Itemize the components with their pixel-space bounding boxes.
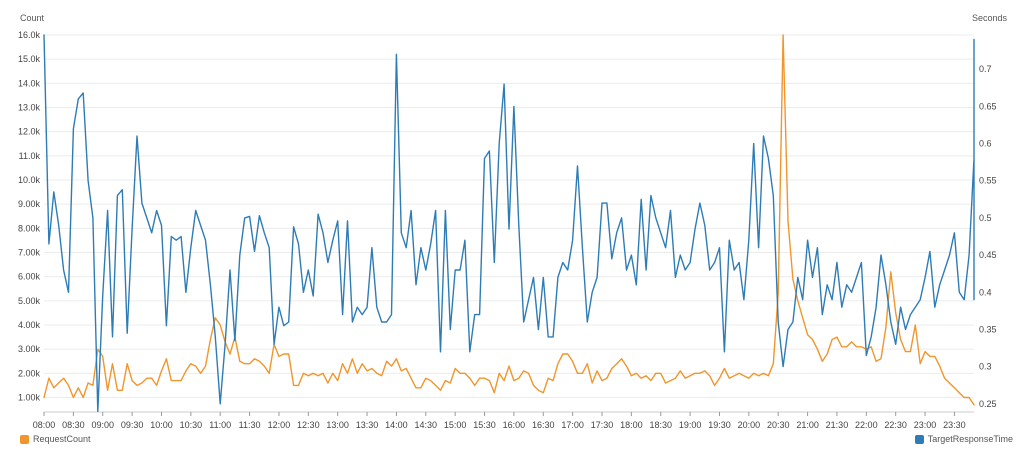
x-tick-label: 17:00 [561, 420, 584, 430]
right-axis-title: Seconds [971, 13, 1007, 23]
left-tick-label: 12.0k [18, 127, 41, 137]
left-tick-label: 16.0k [18, 30, 41, 40]
x-tick-label: 09:30 [121, 420, 144, 430]
left-tick-label: 13.0k [18, 103, 41, 113]
legend-request-count[interactable]: RequestCount [20, 434, 91, 444]
left-tick-label: 2.00k [18, 368, 41, 378]
right-tick-label: 0.3 [979, 362, 992, 372]
left-tick-label: 11.0k [19, 151, 41, 161]
x-tick-label: 20:00 [738, 420, 761, 430]
x-tick-label: 22:00 [855, 420, 878, 430]
series-lines [43, 34, 975, 412]
target-response-time-label: TargetResponseTime [927, 434, 1013, 444]
x-tick-label: 17:30 [591, 420, 614, 430]
x-tick-label: 10:30 [180, 420, 203, 430]
left-tick-label: 3.00k [18, 344, 41, 354]
right-tick-label: 0.4 [979, 287, 992, 297]
x-tick-label: 15:30 [473, 420, 496, 430]
left-tick-label: 8.00k [18, 223, 41, 233]
x-tick-label: 23:00 [914, 420, 937, 430]
right-tick-label: 0.7 [979, 64, 992, 74]
x-tick-label: 16:30 [532, 420, 555, 430]
left-tick-label: 14.0k [18, 78, 41, 88]
x-tick-label: 13:30 [356, 420, 379, 430]
x-tick-label: 14:00 [385, 420, 408, 430]
right-tick-label: 0.55 [979, 176, 997, 186]
request-count-line [43, 34, 975, 406]
x-tick-label: 10:00 [150, 420, 173, 430]
left-axis-title: Count [20, 13, 45, 23]
x-tick-label: 08:30 [62, 420, 85, 430]
x-tick-label: 20:30 [767, 420, 790, 430]
target-response-time-swatch [914, 434, 924, 444]
left-tick-label: 10.0k [18, 175, 41, 185]
right-tick-label: 0.65 [979, 101, 997, 111]
left-tick-label: 15.0k [18, 54, 41, 64]
left-tick-label: 9.00k [18, 199, 41, 209]
left-tick-label: 6.00k [18, 272, 41, 282]
x-tick-label: 15:00 [444, 420, 467, 430]
target-response-time-line [43, 34, 975, 412]
right-tick-label: 0.5 [979, 213, 992, 223]
x-tick-label: 21:30 [826, 420, 849, 430]
x-tick-label: 11:30 [239, 420, 261, 430]
x-tick-label: 22:30 [884, 420, 907, 430]
right-tick-label: 0.35 [979, 324, 997, 334]
x-tick-label: 18:30 [649, 420, 672, 430]
x-tick-label: 13:00 [326, 420, 349, 430]
x-tick-label: 09:00 [91, 420, 114, 430]
x-tick-label: 14:30 [415, 420, 438, 430]
left-tick-label: 4.00k [18, 320, 41, 330]
x-tick-label: 21:00 [796, 420, 819, 430]
left-tick-label: 5.00k [18, 296, 41, 306]
x-tick-label: 18:00 [620, 420, 643, 430]
right-tick-label: 0.45 [979, 250, 997, 260]
request-count-label: RequestCount [33, 434, 91, 444]
left-axis-ticks: 1.00k 2.00k 3.00k 4.00k 5.00k 6.00k 7.00k 8.00k… [18, 30, 41, 403]
x-tick-label: 23:30 [943, 420, 966, 430]
x-tick-label: 19:00 [679, 420, 702, 430]
request-count-swatch [20, 434, 29, 444]
left-tick-label: 1.00k [18, 393, 41, 403]
grid-lines [44, 34, 974, 413]
legend-target-response-time[interactable]: TargetResponseTime [914, 434, 1013, 444]
left-tick-label: 7.00k [18, 248, 41, 258]
x-tick-label: 12:30 [297, 420, 320, 430]
x-tick-label: 19:30 [708, 420, 731, 430]
x-axis-ticks: 08:00 08:30 09:00 09:30 10:00 10:30 11:00 11:30… [33, 412, 966, 430]
x-tick-label: 11:00 [209, 420, 231, 430]
right-axis-ticks: 0.25 0.3 0.35 0.4 0.45 0.5 0.55 0.6 0.65 0.7 [979, 64, 997, 409]
right-tick-label: 0.6 [979, 139, 992, 149]
x-tick-label: 08:00 [33, 420, 56, 430]
x-tick-label: 12:00 [268, 420, 291, 430]
right-tick-label: 0.25 [979, 399, 997, 409]
x-tick-label: 16:00 [503, 420, 526, 430]
